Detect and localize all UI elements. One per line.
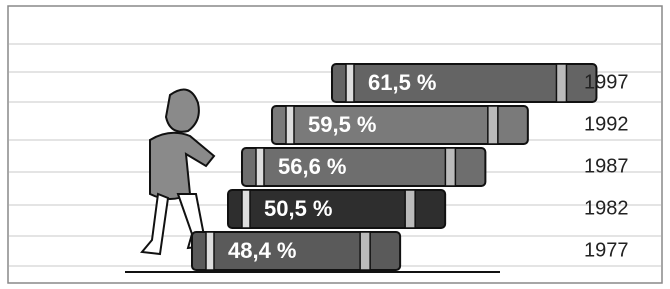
book-band [286,106,294,144]
value-label: 59,5 % [308,112,377,137]
year-label: 1982 [584,197,629,219]
book-band [346,64,354,102]
book-band [256,148,264,186]
value-label: 50,5 % [264,196,333,221]
value-label: 56,6 % [278,154,347,179]
book-band [206,232,214,270]
year-label: 1987 [584,155,629,177]
book-band [360,232,370,270]
value-label: 48,4 % [228,238,297,263]
year-label: 1977 [584,239,629,261]
book-band [556,64,566,102]
value-label: 61,5 % [368,70,437,95]
year-label: 1997 [584,71,629,93]
book-band [488,106,498,144]
book-band [405,190,415,228]
chart: 48,4 % 1977 50,5 % 1982 56,6 % 1987 59,5 % 1992… [0,0,670,289]
year-label: 1992 [584,113,629,135]
book-band [445,148,455,186]
book-band [242,190,250,228]
